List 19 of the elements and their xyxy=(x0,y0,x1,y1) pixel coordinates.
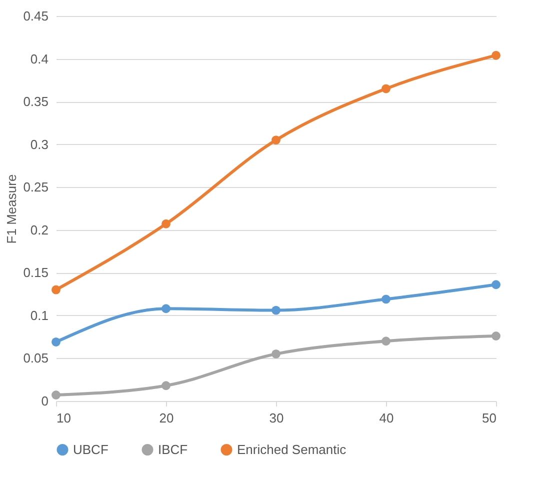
x-tick-label: 20 xyxy=(159,410,174,426)
y-tick-label: 0.1 xyxy=(30,308,48,323)
y-tick-label: 0.3 xyxy=(30,136,48,152)
legend-label: UBCF xyxy=(73,442,108,457)
y-tick-label: 0.45 xyxy=(23,8,48,24)
y-tick-label: 0.15 xyxy=(23,265,48,280)
x-tick-label: 30 xyxy=(269,410,284,426)
x-tick-label: 40 xyxy=(379,410,394,426)
y-tick-label: 0.35 xyxy=(23,94,48,110)
x-tick-label: 50 xyxy=(482,410,496,426)
legend-label: IBCF xyxy=(158,442,188,457)
y-axis-title: F1 Measure xyxy=(4,174,20,244)
x-tick-label: 10 xyxy=(56,410,71,426)
y-tick-label: 0 xyxy=(41,394,48,408)
y-tick-label: 0.2 xyxy=(30,222,48,238)
legend-label: Enriched Semantic xyxy=(237,442,347,457)
y-tick-label: 0.4 xyxy=(30,51,48,66)
y-tick-label: 0.05 xyxy=(23,350,48,366)
y-tick-label: 0.25 xyxy=(23,180,48,195)
